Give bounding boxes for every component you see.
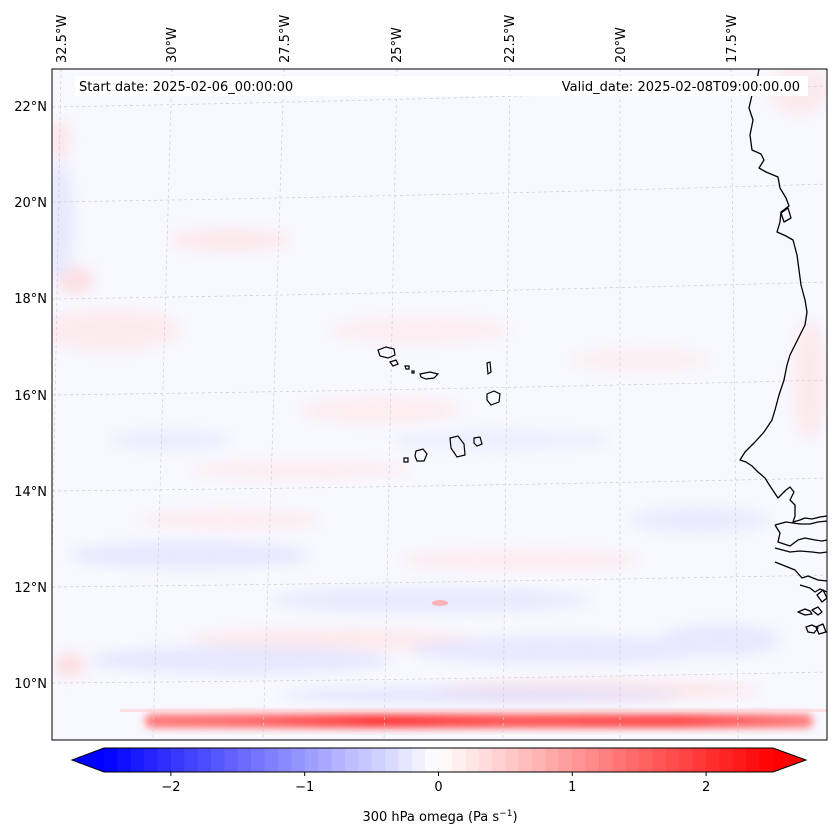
lat-label: 20°N	[14, 196, 47, 211]
cape-verde-islands	[377, 346, 501, 463]
colorbar-segment	[665, 748, 680, 772]
colorbar-segment	[679, 748, 694, 772]
colorbar-tick-label: −2	[161, 780, 180, 795]
colorbar-segment	[732, 748, 747, 772]
colorbar-segment	[625, 748, 640, 772]
colorbar-segment	[585, 748, 600, 772]
colorbar-segment	[384, 748, 399, 772]
colorbar-ticks: −2 −1 0 1 2	[161, 772, 710, 795]
lon-label: 22.5°W	[503, 15, 518, 63]
colorbar-segment	[331, 748, 346, 772]
colorbar-segment	[237, 748, 252, 772]
colorbar-max-extend	[773, 748, 806, 772]
colorbar-segment	[572, 748, 587, 772]
omega-field	[52, 69, 827, 728]
colorbar-segment	[211, 748, 226, 772]
lon-label: 30°W	[165, 27, 180, 63]
lon-label: 25°W	[390, 27, 405, 63]
colorbar-tick-label: 0	[434, 780, 442, 795]
colorbar-segments	[104, 748, 774, 772]
colorbar: −2 −1 0 1 2 300 hPa omega (Pa s−1)	[70, 747, 808, 825]
colorbar-segment	[599, 748, 614, 772]
colorbar-segment	[451, 748, 466, 772]
colorbar-segment	[170, 748, 185, 772]
lon-label: 20°W	[614, 27, 629, 63]
lon-label: 32.5°W	[55, 15, 70, 63]
colorbar-segment	[304, 748, 319, 772]
colorbar-tick-label: −1	[295, 780, 314, 795]
lat-label: 14°N	[14, 485, 47, 500]
colorbar-segment	[291, 748, 306, 772]
colorbar-segment	[264, 748, 279, 772]
latitude-labels: 22°N 20°N 18°N 16°N 14°N 12°N 10°N	[14, 100, 47, 692]
lon-label: 17.5°W	[725, 15, 740, 63]
colorbar-segment	[465, 748, 480, 772]
colorbar-segment	[438, 748, 453, 772]
graticule	[52, 69, 827, 740]
colorbar-min-extend	[72, 748, 104, 772]
strong-ascent-band	[145, 714, 813, 728]
map-header-band	[75, 76, 808, 96]
colorbar-tick-label: 1	[568, 780, 576, 795]
colorbar-segment	[719, 748, 734, 772]
valid-date: Valid_date: 2025-02-08T09:00:00.00	[562, 80, 800, 95]
colorbar-segment	[706, 748, 721, 772]
colorbar-segment	[478, 748, 493, 772]
colorbar-segment	[425, 748, 440, 772]
colorbar-segment	[117, 748, 132, 772]
colorbar-segment	[532, 748, 547, 772]
colorbar-segment	[398, 748, 413, 772]
colorbar-segment	[759, 748, 774, 772]
colorbar-segment	[558, 748, 573, 772]
colorbar-tick-label: 2	[702, 780, 710, 795]
colorbar-segment	[411, 748, 426, 772]
colorbar-segment	[224, 748, 239, 772]
start-date: Start date: 2025-02-06_00:00:00	[79, 80, 293, 95]
lon-label: 27.5°W	[278, 15, 293, 63]
lat-label: 10°N	[14, 677, 47, 692]
colorbar-segment	[358, 748, 373, 772]
africa-coastline	[739, 68, 828, 635]
colorbar-segment	[104, 748, 118, 772]
map-panel: Start date: 2025-02-06_00:00:00 Valid_da…	[51, 68, 828, 741]
colorbar-segment	[505, 748, 520, 772]
colorbar-segment	[612, 748, 627, 772]
colorbar-segment	[652, 748, 667, 772]
colorbar-segment	[144, 748, 159, 772]
map-frame	[51, 68, 828, 741]
colorbar-segment	[277, 748, 292, 772]
colorbar-segment	[318, 748, 333, 772]
colorbar-segment	[518, 748, 533, 772]
colorbar-segment	[746, 748, 761, 772]
colorbar-segment	[130, 748, 145, 772]
colorbar-segment	[371, 748, 386, 772]
lat-label: 22°N	[14, 100, 47, 115]
colorbar-outline	[70, 747, 808, 773]
colorbar-segment	[157, 748, 172, 772]
lat-label: 12°N	[14, 581, 47, 596]
colorbar-segment	[545, 748, 560, 772]
lat-label: 16°N	[14, 389, 47, 404]
longitude-labels: 32.5°W 30°W 27.5°W 25°W 22.5°W 20°W 17.5…	[55, 15, 740, 63]
colorbar-segment	[344, 748, 359, 772]
colorbar-segment	[692, 748, 707, 772]
colorbar-segment	[184, 748, 199, 772]
colorbar-segment	[251, 748, 266, 772]
colorbar-segment	[492, 748, 506, 772]
colorbar-segment	[639, 748, 654, 772]
lat-label: 18°N	[14, 292, 47, 307]
colorbar-segment	[197, 748, 212, 772]
colorbar-label: 300 hPa omega (Pa s−1)	[362, 809, 517, 825]
